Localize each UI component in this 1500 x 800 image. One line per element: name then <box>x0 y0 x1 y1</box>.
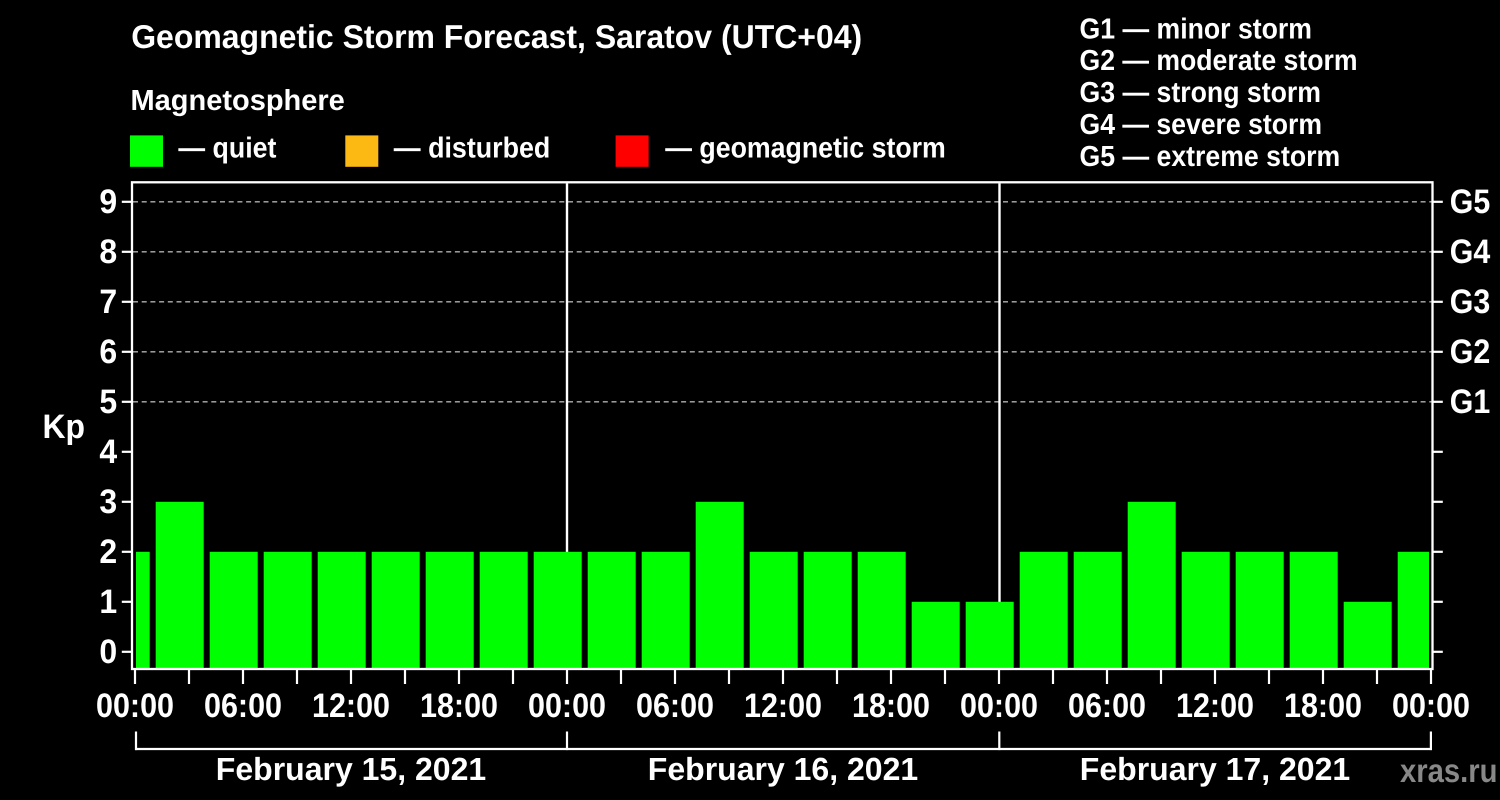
svg-text:5: 5 <box>99 383 117 421</box>
svg-text:12:00: 12:00 <box>312 687 390 725</box>
svg-text:2: 2 <box>99 533 117 571</box>
svg-text:3: 3 <box>99 483 117 521</box>
svg-text:9: 9 <box>99 183 117 221</box>
svg-text:0: 0 <box>99 633 117 671</box>
svg-text:G3 — strong storm: G3 — strong storm <box>1080 77 1322 109</box>
svg-text:— geomagnetic storm: — geomagnetic storm <box>665 132 946 164</box>
svg-text:G3: G3 <box>1450 283 1491 321</box>
svg-text:xras.ru: xras.ru <box>1400 752 1498 789</box>
svg-text:February 16, 2021: February 16, 2021 <box>648 751 918 787</box>
svg-text:00:00: 00:00 <box>528 687 606 725</box>
svg-text:Kp: Kp <box>42 408 85 446</box>
svg-text:Geomagnetic Storm Forecast, Sa: Geomagnetic Storm Forecast, Saratov (UTC… <box>131 18 862 55</box>
svg-text:G1: G1 <box>1450 383 1491 421</box>
svg-text:6: 6 <box>99 333 117 371</box>
svg-text:7: 7 <box>99 283 117 321</box>
svg-text:18:00: 18:00 <box>420 687 498 725</box>
svg-text:G4: G4 <box>1450 233 1491 271</box>
svg-text:00:00: 00:00 <box>960 687 1038 725</box>
svg-text:18:00: 18:00 <box>852 687 930 725</box>
svg-text:06:00: 06:00 <box>636 687 714 725</box>
svg-text:06:00: 06:00 <box>204 687 282 725</box>
svg-text:G4 — severe storm: G4 — severe storm <box>1080 109 1323 141</box>
svg-text:G5 — extreme storm: G5 — extreme storm <box>1080 141 1341 173</box>
svg-text:1: 1 <box>99 583 117 621</box>
svg-text:12:00: 12:00 <box>1176 687 1254 725</box>
svg-text:G2 — moderate storm: G2 — moderate storm <box>1080 45 1358 77</box>
svg-text:G5: G5 <box>1450 183 1491 221</box>
svg-text:8: 8 <box>99 233 117 271</box>
svg-text:12:00: 12:00 <box>744 687 822 725</box>
svg-text:06:00: 06:00 <box>1068 687 1146 725</box>
svg-text:G2: G2 <box>1450 333 1491 371</box>
svg-text:Magnetosphere: Magnetosphere <box>131 85 345 117</box>
svg-text:— disturbed: — disturbed <box>394 132 551 164</box>
svg-text:4: 4 <box>99 433 117 471</box>
svg-text:18:00: 18:00 <box>1284 687 1362 725</box>
svg-text:G1 — minor storm: G1 — minor storm <box>1080 13 1313 45</box>
svg-text:— quiet: — quiet <box>178 132 276 164</box>
svg-text:00:00: 00:00 <box>1392 687 1470 725</box>
svg-text:February 15, 2021: February 15, 2021 <box>216 751 486 787</box>
svg-text:00:00: 00:00 <box>96 687 174 725</box>
svg-text:February 17, 2021: February 17, 2021 <box>1080 751 1350 787</box>
